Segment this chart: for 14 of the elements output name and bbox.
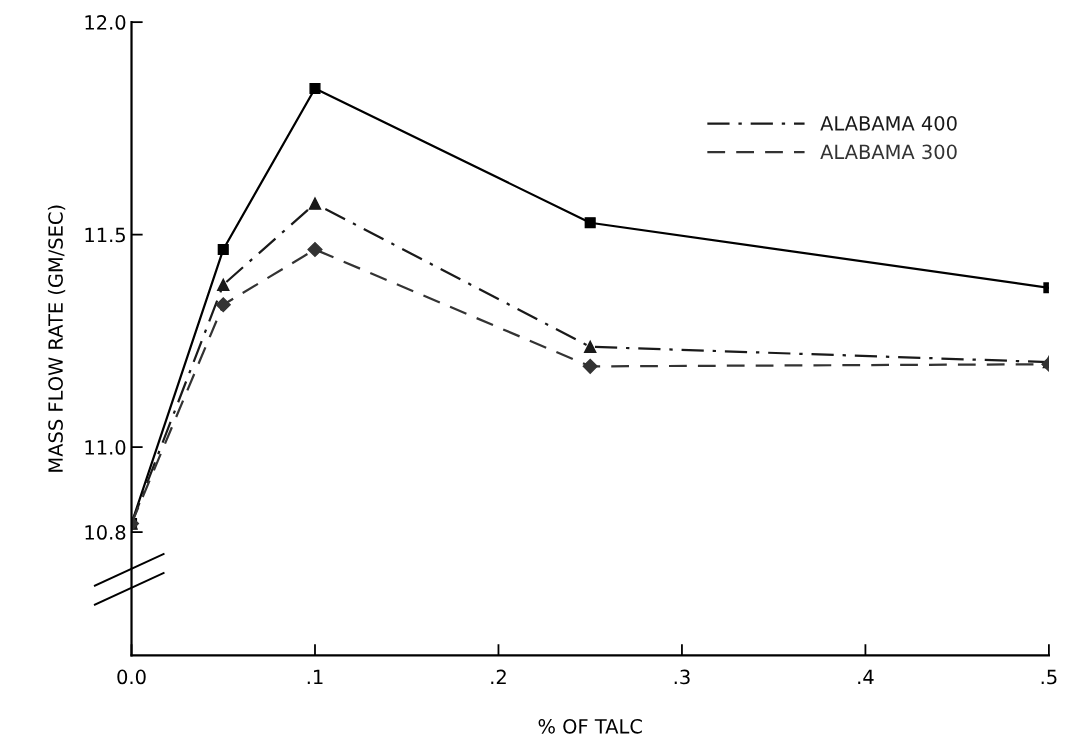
x-tick-label: .3 [674, 669, 690, 685]
y-axis-title: MASS FLOW RATE (GM/SEC) [47, 205, 66, 472]
y-tick-label: 11.0 [85, 440, 126, 455]
text: ALABAMA 300 [820, 144, 957, 160]
x-tick-label: 0.0 [117, 669, 146, 685]
x-axis-title: % OF TALC [538, 718, 642, 734]
y-tick-label: 12.0 [85, 15, 126, 30]
y-tick-label: 10.8 [85, 525, 126, 540]
x-tick-label: .5 [1041, 669, 1057, 685]
x-tick-label: .4 [858, 669, 874, 685]
text: ALABAMA 400 [820, 115, 957, 131]
y-tick-label: 11.5 [85, 227, 125, 243]
x-tick-label: .2 [491, 669, 506, 685]
x-tick-label: .1 [307, 669, 323, 685]
